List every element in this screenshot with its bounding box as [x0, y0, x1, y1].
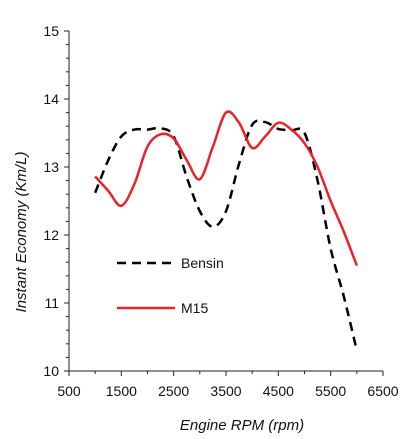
x-tick-label: 2500 — [158, 383, 189, 399]
y-tick-label: 13 — [43, 159, 59, 175]
series-line-m15 — [94, 110, 358, 267]
y-tick-label: 15 — [43, 23, 59, 39]
x-tick-label: 6500 — [367, 383, 398, 399]
x-tick-label: 1500 — [106, 383, 137, 399]
series-line-bensin — [94, 119, 359, 351]
x-axis-label: Engine RPM (rpm) — [180, 417, 304, 434]
x-tick-label: 3500 — [210, 383, 241, 399]
plot-area — [94, 110, 359, 351]
axes: 10 11 12 13 14 15 500 1500 2500 3500 4500 5500 6500 — [43, 23, 398, 399]
legend-label-bensin: Bensin — [181, 255, 224, 271]
x-tick-label: 5500 — [315, 383, 346, 399]
legend: Bensin M15 — [117, 255, 224, 316]
x-tick-label: 4500 — [263, 383, 294, 399]
y-axis-label: Instant Economy (Km/L) — [13, 152, 30, 313]
legend-label-m15: M15 — [181, 300, 208, 316]
y-tick-label: 11 — [44, 295, 59, 311]
y-tick-label: 14 — [43, 91, 59, 107]
y-tick-label: 10 — [43, 363, 59, 379]
x-tick-label: 500 — [57, 383, 81, 399]
y-tick-label: 12 — [43, 227, 59, 243]
